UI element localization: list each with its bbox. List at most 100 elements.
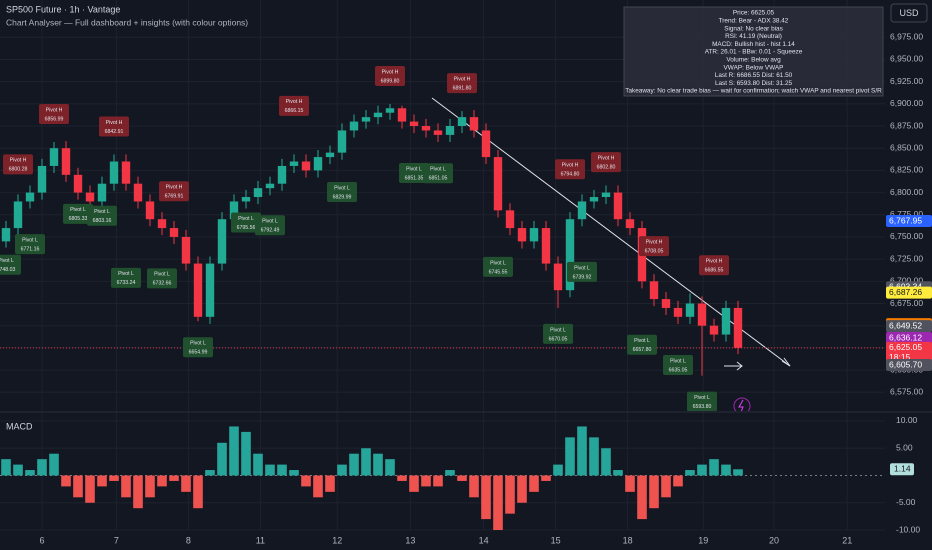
price-tag [886,332,932,345]
flash-icon[interactable] [733,397,751,414]
pivot-kind: Pivot L [190,341,206,347]
candle-body [277,165,287,184]
pivot-box [687,391,717,411]
x-tick-label: 20 [769,535,779,545]
candle-body [649,281,659,300]
currency-button[interactable] [890,3,928,23]
info-line: VWAP: Below VWAP [724,64,784,71]
candle-body [709,325,719,335]
x-tick-label: 8 [186,535,191,545]
y-tick-label: 6,975.00 [890,32,923,42]
pivot-value: 6654.99 [189,350,208,356]
x-tick-label: 21 [842,535,852,545]
histogram-bar [577,426,587,476]
histogram-bar [241,431,251,476]
y-tick-label: 6,700.00 [890,276,923,286]
candle-body [697,303,707,326]
pivot-label: Pivot L 6851.05 [423,163,453,184]
pivot-label: Pivot L 6803.16 [87,205,117,226]
pivot-box [375,66,405,87]
candle-body [445,126,455,135]
candle-body [157,219,167,229]
chart-subtitle: Chart Analyser — Full dashboard + insigh… [6,17,248,27]
pivot-value: 6851.35 [405,175,424,181]
pivot-kind: Pivot L [154,272,170,278]
pivot-box [183,337,213,358]
pivot-kind: Pivot L [430,167,446,173]
pivot-kind: Pivot L [634,338,650,344]
histogram-bar [181,475,191,492]
pivot-label: Pivot L 6733.24 [111,267,141,288]
histogram-bar [697,464,707,476]
pivot-kind: Pivot H [10,158,27,164]
histogram-bar [505,475,515,514]
histogram-bar [361,448,371,476]
countdown: 18:15 [889,352,911,362]
pivot-kind: Pivot L [22,238,38,244]
y-tick-label: 6,750.00 [890,231,923,241]
pivot-kind: Pivot H [46,107,63,113]
histogram-bar [529,475,539,492]
pivot-label: Pivot H 6842.91 [99,116,129,137]
price-tag-label: 6,625.05 [889,342,922,352]
pivot-value: 6851.05 [429,176,448,182]
pivot-box [663,354,693,375]
candle-body [625,219,635,229]
histogram-bar [49,453,59,476]
pivot-label: Pivot H 6708.05 [639,236,669,257]
pivot-value: 6795.56 [237,225,256,231]
histogram-bar [553,464,563,476]
histogram-bar [157,475,167,487]
info-line: ATR: 26.01 - BBw: 0.01 - Squeeze [705,49,803,56]
pivot-value: 6829.99 [333,194,352,200]
pivot-box [555,159,585,180]
pivot-kind: Pivot H [646,240,663,246]
pivot-kind: Pivot H [382,69,399,75]
pivot-box [99,116,129,137]
histogram-bar [169,475,179,481]
histogram-bar [109,475,119,481]
pivot-value: 6670.05 [549,336,568,342]
pivot-kind: Pivot L [262,219,278,225]
histogram-bar [385,459,395,476]
histogram-bar [73,475,83,498]
pivot-kind: Pivot H [562,163,579,169]
histogram-bar [313,475,323,498]
price-tag-label: 6,636.12 [889,332,922,342]
pivot-value: 6792.49 [261,228,280,234]
pivot-value: 6708.05 [645,249,664,255]
y-tick-label: 6,950.00 [890,54,923,64]
pivot-label: Pivot L 6771.16 [15,234,45,255]
histogram-bar [649,475,659,509]
x-tick-label: 19 [698,535,708,545]
pivot-value: 6856.99 [45,116,64,122]
candle-body [541,228,551,264]
x-tick-label: 15 [551,535,561,545]
candle-body [145,201,155,220]
candle-body [265,183,275,189]
histogram-bar [25,470,35,476]
histogram-bar [205,470,215,476]
price-panel: Pivot L 6748.03 Pivot H 6800.28 Pivot L 6771.… [0,66,885,414]
candle-body [613,192,623,220]
pivot-label: Pivot H 6769.91 [159,181,189,202]
candle-body [661,299,671,308]
value-tag-label: 1.14 [894,464,911,474]
chart-title: SP500 Future · 1h · Vantage [6,4,120,14]
pivot-box [63,203,93,224]
pivot-value: 6686.55 [705,268,724,274]
candle-body [589,197,599,202]
y-tick-label: -5.00 [896,497,916,507]
pivot-box [279,95,309,116]
histogram-bar [229,426,239,476]
pivot-label: Pivot L 6795.56 [231,212,261,233]
y-tick-label: 6,925.00 [890,76,923,86]
pivot-label: Pivot H 6686.55 [699,255,729,276]
histogram-bar [589,437,599,476]
pivot-value: 6635.05 [669,367,688,373]
info-line: RSI: 41.19 (Neutral) [725,33,782,40]
x-tick-label: 12 [332,535,342,545]
candle-body [397,108,407,122]
